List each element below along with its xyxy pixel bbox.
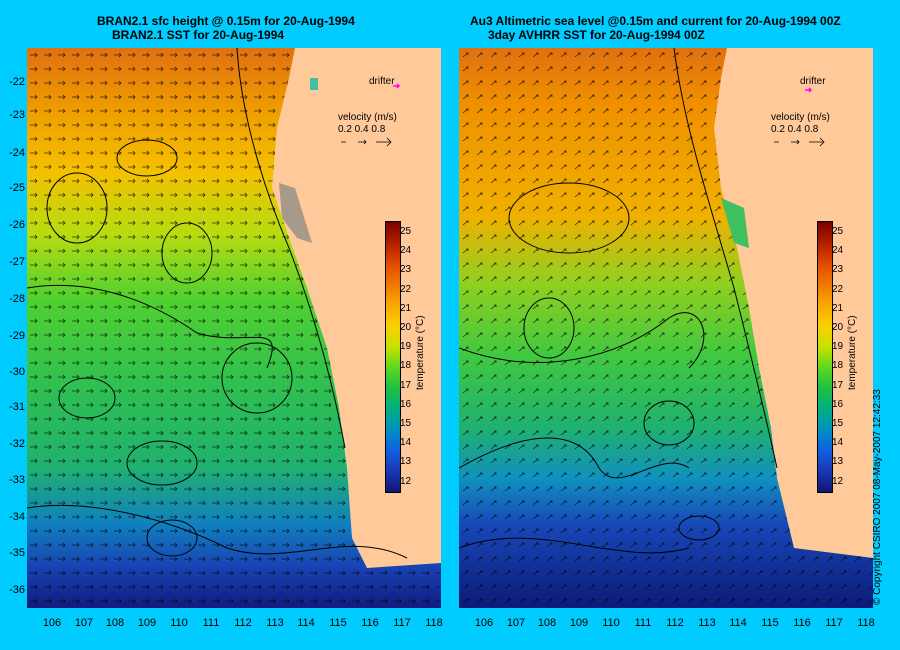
lon-label: 114	[297, 617, 315, 629]
lat-label: -23	[9, 109, 25, 121]
lon-label: 109	[569, 617, 589, 629]
colorbar-tick-label: 12	[400, 475, 412, 487]
lat-label: -25	[9, 182, 25, 194]
colorbar-tick-label: 25	[832, 226, 844, 237]
lat-label: -24	[9, 147, 25, 159]
colorbar-tick-label: 18	[400, 360, 412, 372]
right-sst-map	[459, 48, 873, 608]
colorbar-tick-label: 13	[400, 456, 412, 468]
lon-label: 108	[537, 617, 557, 629]
colorbar-tick-label: 19	[400, 341, 412, 353]
lon-label: 115	[329, 617, 347, 629]
lon-label: 117	[825, 617, 843, 629]
lat-label: -35	[9, 547, 25, 559]
right-title-line2: 3day AVHRR SST for 20-Aug-1994 00Z	[488, 28, 705, 42]
velocity-label: velocity (m/s)	[338, 112, 397, 123]
right-map-panel	[459, 48, 873, 608]
lon-label: 112	[666, 617, 684, 629]
colorbar-tick-label: 16	[832, 398, 844, 410]
colorbar-tick-label: 21	[400, 302, 412, 314]
colorbar-tick-label: 22	[832, 283, 844, 295]
colorbar-title: temperature (°C)	[847, 315, 858, 390]
colorbar-tick-label: 22	[400, 283, 412, 295]
left-sst-map	[27, 48, 441, 608]
colorbar-tick-label: 14	[832, 437, 844, 449]
lat-label: -30	[9, 366, 25, 378]
lon-label: 107	[74, 617, 94, 629]
lat-label: -34	[9, 511, 25, 523]
lon-label: 116	[361, 617, 379, 629]
lon-label: 109	[137, 617, 157, 629]
left-title-line1: BRAN2.1 sfc height @ 0.15m for 20-Aug-19…	[97, 14, 355, 28]
lon-label: 114	[729, 617, 747, 629]
colorbar-tick-label: 24	[400, 245, 412, 257]
lon-label: 107	[506, 617, 526, 629]
lon-label: 110	[602, 617, 620, 629]
lat-label: -22	[9, 76, 25, 88]
drifter-label: drifter	[800, 76, 826, 87]
lat-label: -33	[9, 474, 25, 486]
lat-label: -31	[9, 401, 25, 413]
lon-label: 110	[170, 617, 188, 629]
velocity-arrows-icon	[341, 137, 392, 147]
lon-label: 116	[793, 617, 811, 629]
right-colorbar	[817, 221, 833, 493]
lon-label: 108	[105, 617, 125, 629]
lat-label: -32	[9, 438, 25, 450]
colorbar-tick-label: 17	[832, 379, 844, 391]
lon-label: 115	[761, 617, 779, 629]
velocity-scale: 0.2 0.4 0.8	[771, 124, 819, 135]
colorbar-tick-label: 23	[832, 264, 844, 276]
right-title-line1: Au3 Altimetric sea level @0.15m and curr…	[470, 14, 841, 28]
colorbar-tick-label: 15	[832, 418, 844, 429]
colorbar-tick-label: 15	[400, 418, 412, 429]
lon-label: 111	[202, 617, 220, 629]
colorbar-tick-label: 18	[832, 360, 844, 372]
colorbar-tick-label: 20	[400, 322, 412, 333]
colorbar-tick-label: 12	[832, 475, 844, 487]
copyright-text: © Copyright CSIRO 2007 08-May-2007 12:42…	[872, 389, 883, 605]
colorbar-tick-label: 14	[400, 437, 412, 449]
colorbar-tick-label: 23	[400, 264, 412, 276]
lon-label: 106	[42, 617, 62, 629]
colorbar-tick-label: 20	[832, 322, 844, 333]
lon-label: 106	[474, 617, 494, 629]
colorbar-tick-label: 17	[400, 379, 412, 391]
velocity-arrows-icon	[774, 137, 825, 147]
left-title-line2: BRAN2.1 SST for 20-Aug-1994	[112, 28, 285, 42]
lon-label: 112	[234, 617, 252, 629]
lat-label: -29	[9, 330, 25, 342]
lon-label: 118	[857, 617, 875, 629]
lat-label: -26	[9, 219, 25, 231]
velocity-scale: 0.2 0.4 0.8	[338, 124, 386, 135]
drifter-label: drifter	[369, 76, 395, 87]
lon-label: 113	[698, 617, 716, 629]
colorbar-tick-label: 25	[400, 226, 412, 237]
colorbar-tick-label: 21	[832, 302, 844, 314]
lat-label: -28	[9, 293, 25, 305]
left-map-panel	[27, 48, 441, 608]
lon-label: 118	[425, 617, 443, 629]
colorbar-tick-label: 16	[400, 398, 412, 410]
lat-label: -36	[9, 584, 25, 596]
colorbar-title: temperature (°C)	[415, 315, 426, 390]
colorbar-tick-label: 19	[832, 341, 844, 353]
velocity-label: velocity (m/s)	[771, 112, 830, 123]
colorbar-tick-label: 13	[832, 456, 844, 468]
lon-label: 113	[266, 617, 284, 629]
colorbar-tick-label: 24	[832, 245, 844, 257]
lon-label: 117	[393, 617, 411, 629]
lat-label: -27	[9, 256, 25, 268]
lon-label: 111	[634, 617, 652, 629]
left-colorbar	[385, 221, 401, 493]
